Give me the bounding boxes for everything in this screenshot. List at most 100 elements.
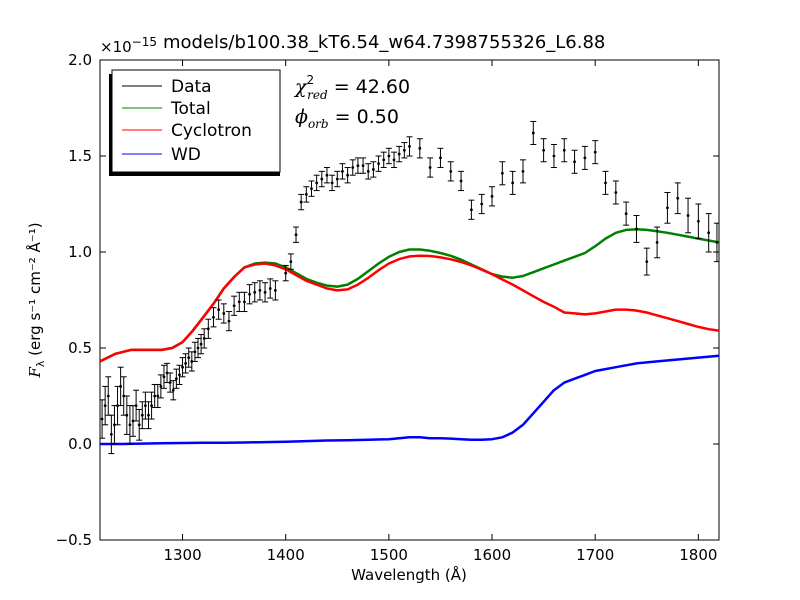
data-marker: [686, 214, 690, 217]
series-group: [100, 120, 719, 455]
data-marker: [500, 171, 504, 175]
data-point: [176, 364, 183, 385]
data-point: [685, 197, 692, 234]
data-point: [509, 170, 516, 195]
data-point: [602, 170, 609, 195]
data-marker: [128, 423, 132, 427]
data-point: [427, 157, 434, 178]
data-point: [380, 151, 387, 169]
y-axis-label-main: F: [26, 367, 44, 379]
data-marker: [351, 166, 355, 169]
axes-frame: [99, 59, 720, 541]
data-point: [303, 186, 310, 203]
series-line-wd: [100, 354, 719, 446]
y-tick-label: 0.5: [68, 339, 92, 357]
data-marker: [341, 169, 344, 173]
y-tick-label: 0.0: [68, 435, 92, 453]
data-marker: [147, 413, 150, 417]
data-marker: [196, 346, 200, 350]
data-marker: [387, 154, 391, 158]
data-marker: [361, 164, 365, 168]
data-marker: [542, 148, 546, 152]
data-marker: [131, 419, 135, 423]
data-marker: [178, 373, 181, 377]
data-point: [530, 120, 537, 145]
data-marker: [299, 200, 303, 204]
data-point: [173, 368, 180, 389]
data-marker: [222, 312, 226, 315]
y-tick-label: −0.5: [56, 531, 92, 549]
data-point: [123, 395, 130, 435]
data-marker: [193, 350, 197, 354]
data-point: [201, 328, 208, 349]
legend-label-cyclotron: Cyclotron: [171, 121, 252, 141]
y-axis-label: Fλ (erg s⁻¹ cm⁻² Å⁻¹): [25, 222, 47, 378]
data-marker: [206, 327, 210, 331]
data-point: [713, 222, 719, 263]
data-point: [540, 138, 547, 163]
data-marker: [168, 381, 172, 384]
data-marker: [184, 361, 188, 365]
data-marker: [294, 233, 298, 237]
data-marker: [418, 146, 422, 150]
data-marker: [366, 169, 370, 173]
y-axis-label-units: (erg s⁻¹ cm⁻² Å⁻¹): [25, 222, 44, 355]
data-point: [142, 391, 149, 420]
data-marker: [232, 304, 236, 308]
x-tick-label: 1700: [576, 546, 614, 564]
data-marker: [320, 177, 324, 181]
data-marker: [268, 287, 272, 290]
data-marker: [103, 404, 107, 407]
data-marker: [237, 300, 241, 304]
data-point: [633, 215, 640, 243]
svg-text:Fλ (erg s⁻¹ cm⁻² Å⁻¹): Fλ (erg s⁻¹ cm⁻² Å⁻¹): [25, 222, 47, 378]
data-point: [489, 186, 496, 207]
data-point: [329, 174, 336, 192]
y-tick-label: 1.5: [68, 147, 92, 165]
data-marker: [212, 315, 215, 319]
data-point: [262, 282, 269, 303]
data-marker: [330, 181, 334, 185]
data-marker: [356, 164, 360, 168]
data-marker: [100, 417, 104, 421]
data-marker: [258, 289, 262, 292]
data-point: [251, 282, 258, 303]
data-marker: [408, 145, 411, 148]
data-marker: [562, 148, 566, 152]
data-marker: [614, 191, 618, 194]
data-point: [391, 151, 398, 169]
data-point: [468, 199, 475, 220]
data-marker: [162, 375, 166, 379]
data-marker: [392, 158, 396, 162]
data-marker: [459, 179, 463, 183]
data-point: [198, 334, 205, 355]
data-point: [571, 149, 578, 174]
data-point: [499, 161, 506, 186]
data-marker: [707, 231, 711, 235]
data-marker: [134, 404, 138, 407]
data-point: [102, 385, 109, 426]
data-point: [406, 136, 413, 157]
data-marker: [335, 177, 339, 181]
data-point: [272, 280, 279, 301]
data-marker: [284, 271, 288, 275]
data-point: [643, 247, 650, 276]
data-point: [293, 226, 300, 243]
series-line-cyclotron: [100, 254, 719, 363]
data-marker: [635, 227, 638, 231]
data-marker: [377, 162, 380, 166]
data-point: [550, 143, 557, 169]
data-marker: [304, 193, 308, 196]
data-marker: [150, 404, 153, 407]
data-marker: [248, 292, 251, 296]
x-tick-label: 1800: [679, 546, 717, 564]
data-point: [133, 389, 140, 422]
data-marker: [199, 342, 203, 346]
data-point: [437, 147, 444, 169]
data-marker: [382, 158, 386, 162]
data-marker: [449, 169, 453, 173]
data-point: [344, 167, 351, 184]
data-marker: [143, 404, 147, 407]
legend-label-wd: WD: [171, 145, 201, 165]
data-point: [160, 364, 167, 389]
